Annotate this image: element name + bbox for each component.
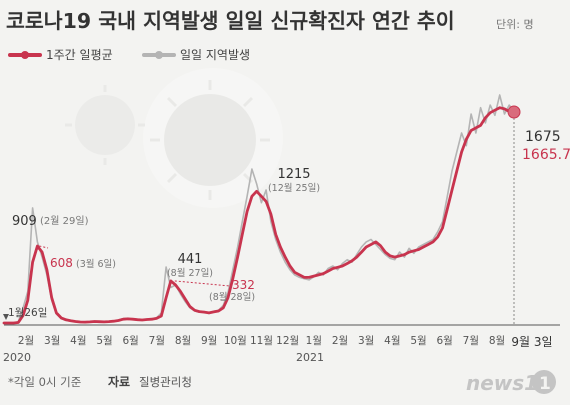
chart-title: 코로나19 국내 지역발생 일일 신규확진자 연간 추이	[6, 9, 455, 33]
x-tick-label: 6월	[436, 335, 452, 347]
x-tick-label: 4월	[384, 335, 400, 347]
x-tick-label: 11월	[250, 335, 273, 347]
annotation-avg1-leader	[39, 245, 49, 249]
annotation-avg2-date: (8월 28일)	[209, 291, 255, 303]
x-tick-label: 3월	[44, 335, 60, 347]
x-year-label: 2020	[3, 351, 31, 364]
svg-text:news1: news1	[466, 371, 538, 395]
x-end-label: 9월 3일	[511, 335, 552, 349]
virus-illustration-icon	[65, 68, 283, 208]
x-tick-label: 5월	[96, 335, 112, 347]
x-tick-label: 7월	[463, 335, 479, 347]
annotation-latest-daily: 1675	[525, 129, 561, 145]
x-tick-label: 8월	[489, 335, 505, 347]
x-tick-label: 5월	[410, 335, 426, 347]
annotation-latest-avg: 1665.7	[522, 147, 570, 163]
annotation-avg1-value: 608	[50, 256, 73, 270]
x-tick-label: 2월	[332, 335, 348, 347]
axis-start-marker-icon	[3, 314, 9, 320]
annotation-start-date: 1월26일	[8, 306, 47, 319]
annotation-peak3-date: (12월 25일)	[268, 182, 320, 194]
legend-label-daily: 일일 지역발생	[180, 48, 250, 62]
x-tick-label: 2월	[18, 335, 34, 347]
legend: 1주간 일평균 일일 지역발생	[8, 48, 250, 62]
footnote: *각일 0시 기준	[8, 375, 81, 389]
annotation-peak1-value: 909	[12, 214, 37, 229]
x-tick-label: 6월	[122, 335, 138, 347]
x-tick-label: 7월	[149, 335, 165, 347]
unit-label: 단위: 명	[496, 18, 534, 31]
x-tick-label: 4월	[70, 335, 86, 347]
annotation-peak2-value: 441	[178, 252, 203, 267]
x-tick-label: 12월	[276, 335, 299, 347]
source-label: 자료	[108, 374, 130, 389]
annotation-peak3-value: 1215	[277, 167, 310, 182]
plot-area: 1월26일 909 (2월 29일) 608 (3월 6일) 441(8월 27일) 332…	[2, 94, 570, 325]
annotation-avg2-leader	[174, 280, 231, 287]
x-tick-label: 3월	[358, 335, 374, 347]
source-name: 질병관리청	[139, 375, 192, 389]
x-year-label: 2021	[296, 351, 324, 364]
end-marker	[507, 105, 521, 119]
x-tick-label: 8월	[175, 335, 191, 347]
svg-text:1: 1	[539, 374, 551, 394]
news1-logo-icon: news1 1	[466, 370, 556, 395]
x-tick-label: 9월	[201, 335, 217, 347]
annotation-avg2-value: 332	[232, 278, 255, 292]
annotation-peak2-date: (8월 27일)	[167, 267, 213, 279]
x-tick-label: 10월	[224, 335, 247, 347]
legend-label-avg: 1주간 일평균	[46, 48, 113, 62]
annotation-peak1-date: (2월 29일)	[40, 215, 89, 227]
annotation-avg1-date: (3월 6일)	[76, 258, 116, 270]
series-line-avg	[2, 106, 516, 325]
x-tick-label: 1월	[306, 335, 322, 347]
